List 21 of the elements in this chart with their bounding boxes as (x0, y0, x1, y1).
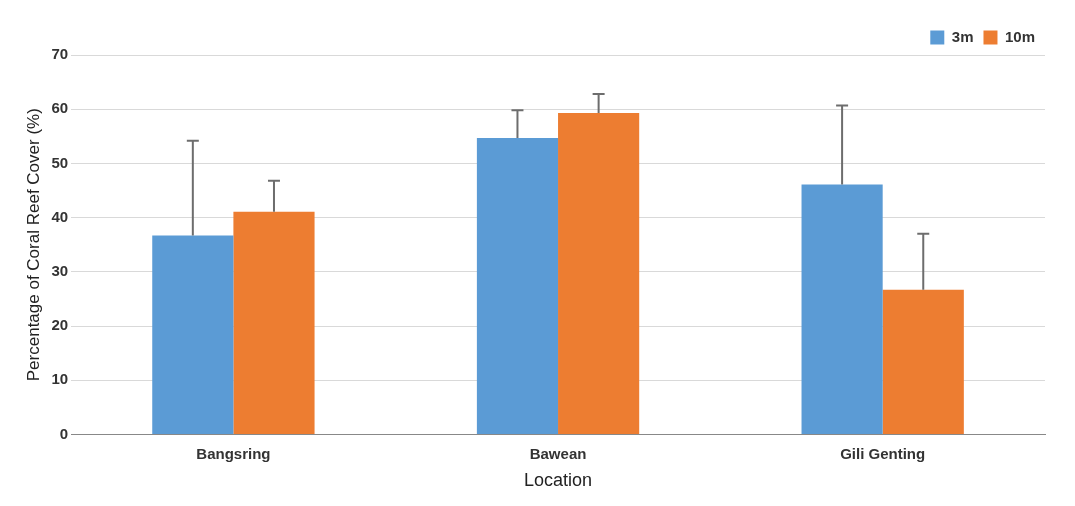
legend-label: 3m (951, 27, 974, 45)
y-tick-label: 20 (51, 316, 69, 334)
y-axis-title: Percentage of Coral Reef Cover (%) (23, 108, 43, 382)
x-tick-label: Bangsring (196, 444, 271, 462)
y-tick-label: 10 (51, 370, 69, 388)
x-tick-label: Bawean (529, 444, 587, 462)
legend-label: 10m (1004, 27, 1036, 45)
y-tick-label: 40 (51, 207, 69, 225)
y-tick-label: 30 (51, 261, 69, 279)
bar (152, 235, 234, 434)
y-tick-label: 70 (51, 45, 69, 63)
y-tick-label: 0 (59, 424, 69, 442)
x-axis-title: Location (524, 470, 593, 491)
bar (558, 112, 640, 434)
x-tick-label: Gili Genting (840, 444, 926, 462)
y-tick-label: 50 (51, 153, 69, 171)
bar (233, 211, 315, 434)
bar (882, 289, 964, 434)
bar (801, 184, 883, 434)
y-tick-label: 60 (51, 99, 69, 117)
bar (476, 137, 559, 434)
